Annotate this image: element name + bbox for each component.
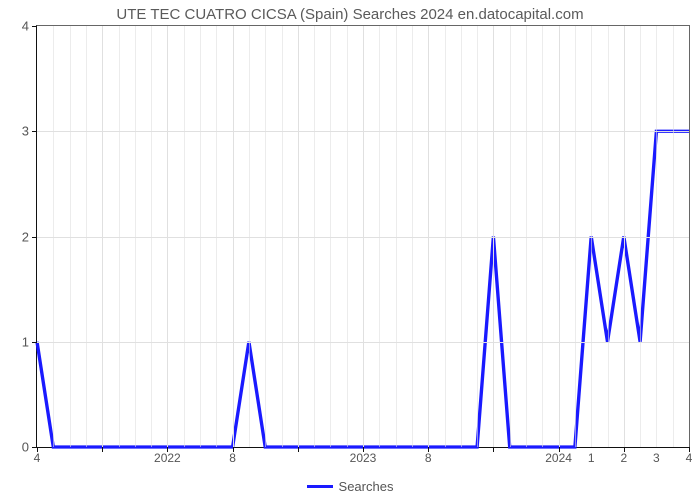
grid-v-minor [347, 26, 348, 447]
grid-v-minor [412, 26, 413, 447]
grid-v-minor [216, 26, 217, 447]
grid-v-minor [70, 26, 71, 447]
grid-v-minor [119, 26, 120, 447]
grid-v-minor [673, 26, 674, 447]
grid-v-minor [53, 26, 54, 447]
grid-v-minor [379, 26, 380, 447]
grid-v-minor [510, 26, 511, 447]
grid-v-minor [591, 26, 592, 447]
y-tick-label: 2 [22, 229, 37, 244]
plot-box: 012344202282023820241234 [36, 25, 690, 448]
x-tick [298, 447, 299, 452]
grid-v-minor [461, 26, 462, 447]
grid-v-minor [445, 26, 446, 447]
grid-v-minor [396, 26, 397, 447]
chart-container: UTE TEC CUATRO CICSA (Spain) Searches 20… [0, 0, 700, 500]
x-tick-label: 4 [34, 447, 41, 465]
legend-swatch [307, 485, 333, 488]
grid-v-minor [184, 26, 185, 447]
grid-v-major [298, 26, 299, 447]
x-tick-label: 2 [620, 447, 627, 465]
grid-v-minor [330, 26, 331, 447]
x-tick-label: 4 [686, 447, 693, 465]
y-tick-label: 4 [22, 19, 37, 34]
grid-v-minor [656, 26, 657, 447]
grid-v-minor [265, 26, 266, 447]
grid-v-major [428, 26, 429, 447]
x-tick [102, 447, 103, 452]
grid-v-minor [249, 26, 250, 447]
x-tick [493, 447, 494, 452]
grid-v-minor [575, 26, 576, 447]
grid-v-major [233, 26, 234, 447]
grid-v-minor [542, 26, 543, 447]
grid-v-minor [151, 26, 152, 447]
grid-v-minor [86, 26, 87, 447]
x-tick-label: 8 [425, 447, 432, 465]
grid-v-major [559, 26, 560, 447]
x-tick-label: 2023 [350, 447, 377, 465]
grid-v-minor [477, 26, 478, 447]
grid-v-major [624, 26, 625, 447]
legend: Searches [0, 479, 700, 494]
chart-plot-area: 012344202282023820241234 [36, 25, 690, 448]
grid-v-major [363, 26, 364, 447]
x-tick-label: 8 [229, 447, 236, 465]
grid-v-major [167, 26, 168, 447]
grid-v-minor [314, 26, 315, 447]
grid-v-major [493, 26, 494, 447]
x-tick-label: 3 [653, 447, 660, 465]
y-tick-label: 3 [22, 124, 37, 139]
grid-v-minor [640, 26, 641, 447]
grid-v-major [102, 26, 103, 447]
grid-v-minor [608, 26, 609, 447]
grid-v-minor [135, 26, 136, 447]
grid-v-minor [526, 26, 527, 447]
chart-title: UTE TEC CUATRO CICSA (Spain) Searches 20… [0, 0, 700, 25]
legend-label: Searches [339, 479, 394, 494]
x-tick-label: 1 [588, 447, 595, 465]
grid-v-minor [200, 26, 201, 447]
x-tick-label: 2024 [545, 447, 572, 465]
grid-v-minor [282, 26, 283, 447]
x-tick-label: 2022 [154, 447, 181, 465]
y-tick-label: 1 [22, 334, 37, 349]
